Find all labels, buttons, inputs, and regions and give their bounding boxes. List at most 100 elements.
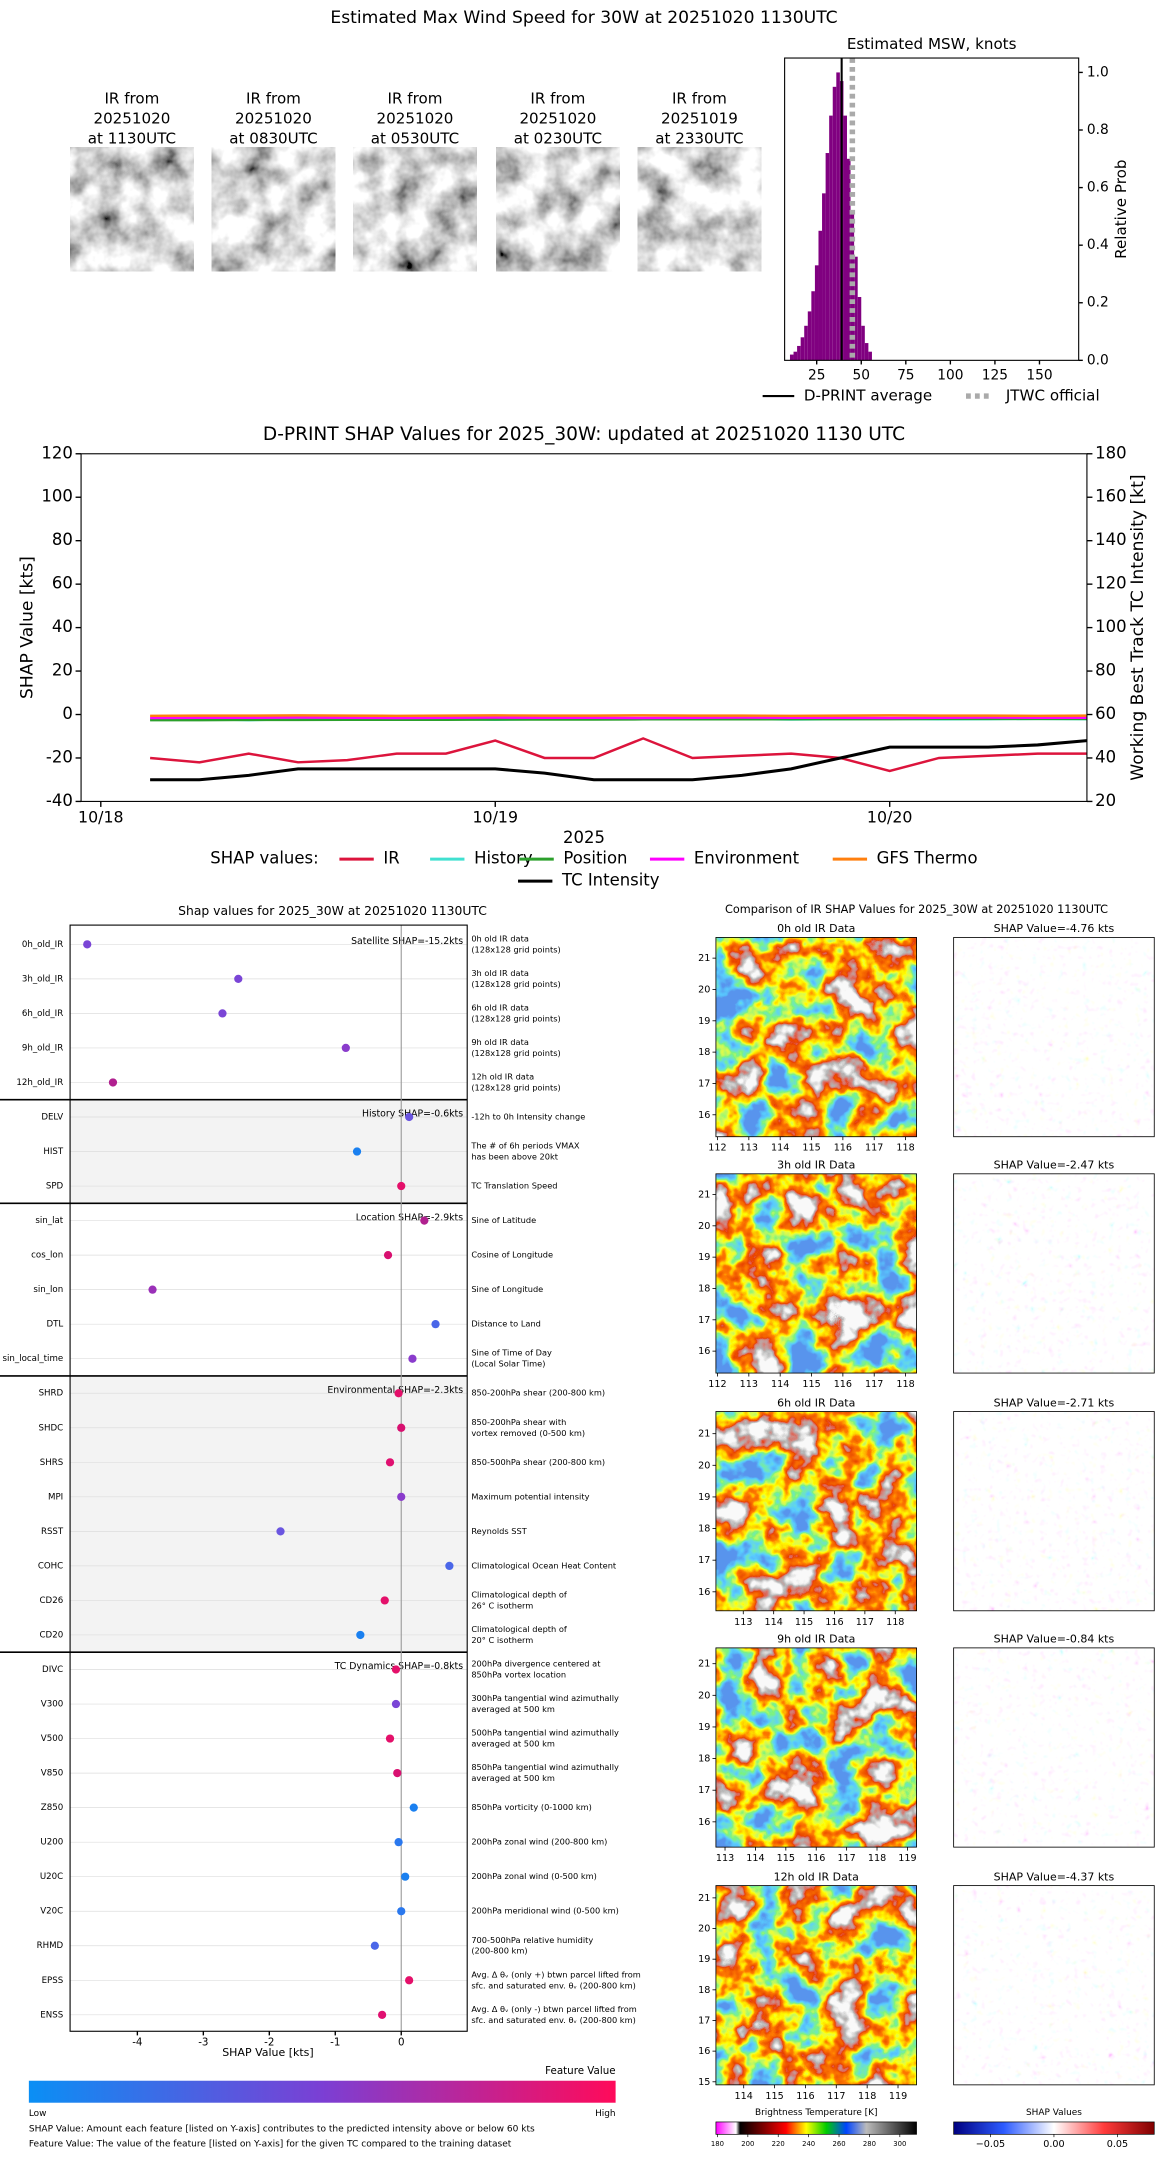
y-tick-label: 19 xyxy=(698,1016,710,1027)
feature-name: SPD xyxy=(46,1182,64,1192)
feature-description: 700-500hPa relative humidity xyxy=(471,1935,593,1945)
shap-dot xyxy=(394,1389,403,1398)
x-tick-label: 113 xyxy=(740,1143,758,1154)
shap-dot xyxy=(445,1561,454,1571)
shap-title: SHAP Value=-4.76 kts xyxy=(994,922,1115,935)
shap-map xyxy=(953,1173,1155,1374)
y2-axis-label: Working Best Track TC Intensity [kt] xyxy=(1128,474,1148,780)
y-tick-label: 0.6 xyxy=(1087,180,1109,196)
y-tick-label: 0 xyxy=(62,704,72,723)
footnote: SHAP Value: Amount each feature [listed … xyxy=(29,2124,535,2134)
shap-frame xyxy=(953,1173,1155,1374)
legend-label: Position xyxy=(563,849,627,868)
histogram-bar xyxy=(868,351,872,361)
ir-image xyxy=(715,1173,917,1374)
shap-dot xyxy=(391,1699,401,1709)
ir-frame xyxy=(715,1411,917,1612)
shap-map xyxy=(953,1885,1155,2085)
feature-name: HIST xyxy=(43,1147,64,1157)
feature-description: 3h old IR data xyxy=(471,968,529,978)
histogram-bar xyxy=(797,345,801,361)
shap-dot xyxy=(408,1354,417,1363)
colorbar-tick-label: 300 xyxy=(893,2140,906,2148)
feature-description: Distance to Land xyxy=(471,1319,541,1329)
y2-tick-label: 100 xyxy=(1095,617,1126,636)
feature-description: 200hPa divergence centered at xyxy=(471,1659,601,1669)
y2-tick-label: 80 xyxy=(1095,661,1116,680)
thumbnail-label: IR from xyxy=(672,90,727,108)
y2-tick-label: 180 xyxy=(1095,443,1126,462)
x-tick-label: 150 xyxy=(1026,367,1052,383)
shap-title: SHAP Value=-2.71 kts xyxy=(994,1396,1115,1409)
x-tick-label: 115 xyxy=(795,1617,813,1628)
y-tick-label: 1.0 xyxy=(1087,64,1109,80)
feature-description: 300hPa tangential wind azimuthally xyxy=(471,1693,619,1703)
y-tick-label: 15 xyxy=(698,2077,710,2088)
y-tick-label: -40 xyxy=(46,791,73,810)
histogram-bar xyxy=(814,265,819,361)
thumbnail-label: at 2330UTC xyxy=(655,130,743,148)
y-tick-label: 20 xyxy=(698,1460,710,1471)
shap-dot xyxy=(431,1320,440,1329)
shap-dot xyxy=(383,1250,393,1260)
ir-title: 9h old IR Data xyxy=(777,1633,855,1646)
feature-name: 6h_old_IR xyxy=(22,1009,63,1019)
y-tick-label: 40 xyxy=(52,617,73,636)
group-label: Environmental SHAP=-2.3kts xyxy=(327,1385,463,1396)
y-tick-label: 20 xyxy=(698,1690,710,1701)
feature-description: sfc. and saturated env. θᵥ (200-800 km) xyxy=(471,2015,636,2025)
feature-name: RHMD xyxy=(37,1941,64,1951)
x-tick-label: 115 xyxy=(802,1379,820,1390)
shap-dot xyxy=(394,1838,403,1847)
feature-name: U20C xyxy=(40,1872,63,1882)
y-tick-label: 0.4 xyxy=(1087,237,1109,253)
feature-name: 0h_old_IR xyxy=(22,940,63,950)
feature-description: 26° C isotherm xyxy=(471,1600,533,1610)
colorbar xyxy=(715,2121,917,2135)
y-tick-label: 18 xyxy=(698,1047,710,1058)
feature-description: 20° C isotherm xyxy=(471,1635,533,1645)
y-tick-label: 16 xyxy=(698,1587,710,1598)
histogram-bar xyxy=(811,291,815,361)
x-tick-label: 113 xyxy=(716,1853,734,1864)
x-tick-label: 116 xyxy=(796,2091,814,2102)
y-tick-label: 17 xyxy=(698,1315,710,1326)
feature-name: RSST xyxy=(41,1527,64,1537)
x-tick-label: 119 xyxy=(889,2091,907,2102)
feature-description: 200hPa zonal wind (200-800 km) xyxy=(471,1837,607,1847)
y-tick-label: -20 xyxy=(46,747,73,766)
feature-name: cos_lon xyxy=(31,1251,63,1261)
shap-title: SHAP Value=-2.47 kts xyxy=(994,1159,1115,1172)
shap-dot xyxy=(405,1112,414,1122)
y-axis-label: Relative Prob xyxy=(1112,160,1130,259)
shap-dot xyxy=(420,1216,429,1225)
feature-description: Sine of Longitude xyxy=(471,1284,543,1294)
y-tick-label: 0.0 xyxy=(1087,352,1109,368)
shap-dot xyxy=(397,1423,406,1432)
y-tick-label: 0.8 xyxy=(1087,122,1109,138)
feature-description: Cosine of Longitude xyxy=(471,1250,553,1260)
ir-title: 6h old IR Data xyxy=(777,1396,855,1409)
histogram-bar xyxy=(789,354,794,361)
colorbar-tick-label: 180 xyxy=(711,2140,724,2148)
group-label: Location SHAP=-2.9kts xyxy=(356,1212,463,1223)
x-tick-label: 112 xyxy=(708,1143,726,1154)
y-tick-label: 19 xyxy=(698,1252,710,1263)
ir-thumbnail xyxy=(69,146,195,272)
x-tick-label: 10/20 xyxy=(867,807,913,826)
histogram-bar xyxy=(818,230,823,361)
shap-frame xyxy=(953,1647,1155,1848)
shap-frame xyxy=(953,937,1155,1138)
thumbnail-label: 20251020 xyxy=(93,110,170,128)
feature-name: U200 xyxy=(40,1838,63,1848)
histogram-bar xyxy=(829,115,833,361)
feature-description: sfc. and saturated env. θᵥ (200-800 km) xyxy=(471,1980,636,1990)
shap-map xyxy=(953,937,1155,1137)
feature-name: Z850 xyxy=(41,1803,63,1813)
colorbar-high: High xyxy=(595,2109,616,2119)
feature-name: ENSS xyxy=(40,2010,63,2020)
y-tick-label: 80 xyxy=(52,530,73,549)
shap-dot xyxy=(148,1285,157,1294)
feature-name: SHRS xyxy=(40,1458,63,1468)
histogram-bar xyxy=(857,296,862,361)
